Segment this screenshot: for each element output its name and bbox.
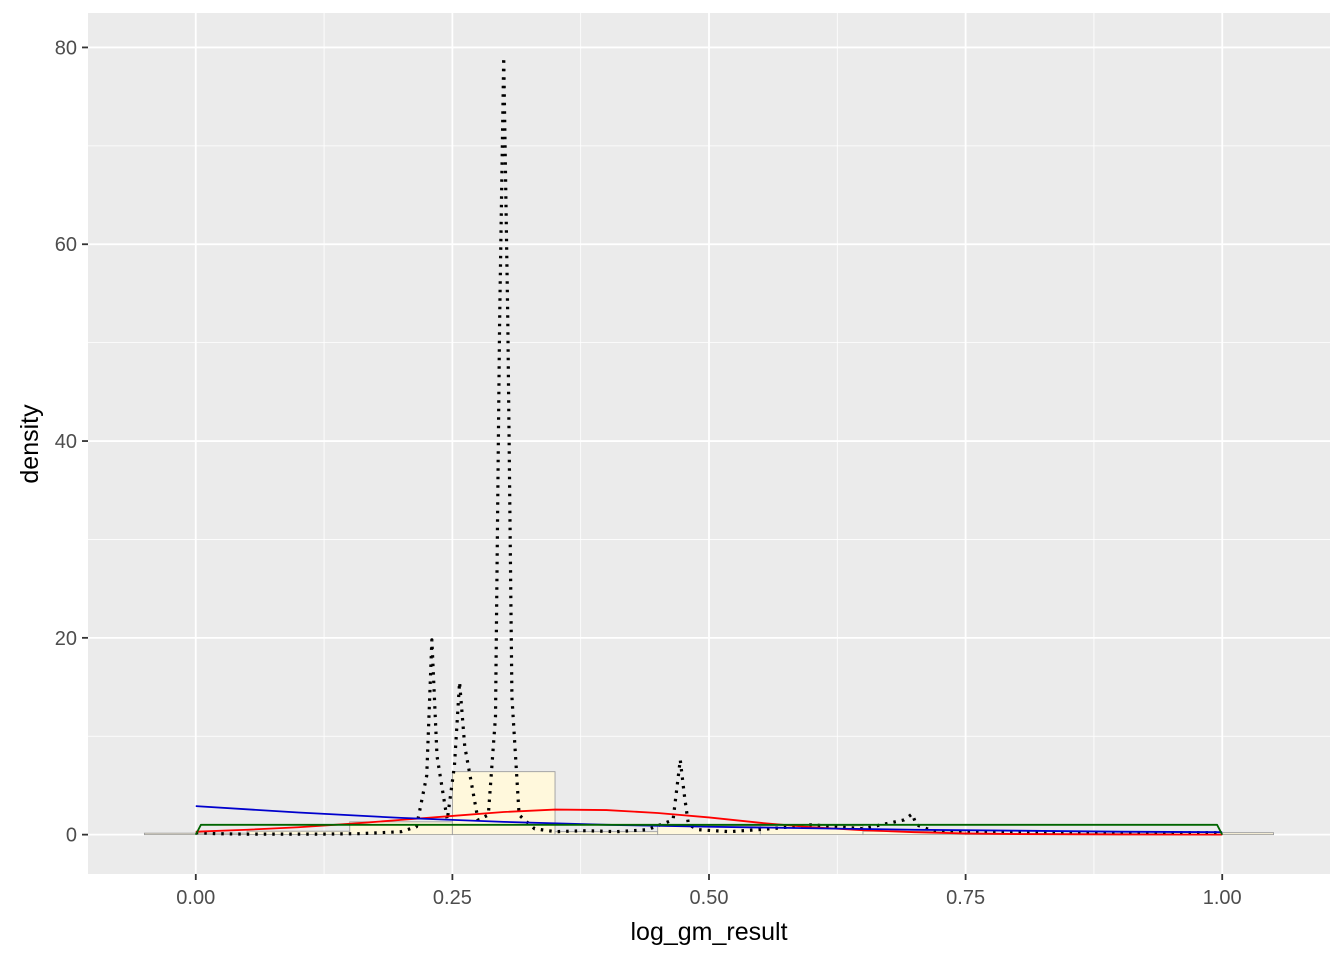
- fitted-density-line: [195, 805, 1223, 834]
- y-tick-label: 60: [55, 234, 77, 256]
- y-axis-title: density: [16, 404, 44, 484]
- x-tick-label: 0.25: [433, 887, 472, 909]
- x-axis-ticks: 0.00 0.25 0.50 0.75 1.00: [176, 874, 1242, 909]
- fitted-density-line: [195, 808, 1223, 836]
- y-tick-label: 80: [55, 37, 77, 59]
- series-lines: [194, 55, 1224, 836]
- x-tick-label: 1.00: [1203, 887, 1242, 909]
- x-tick-label: 0.75: [946, 887, 985, 909]
- x-tick-label: 0.00: [176, 887, 215, 909]
- x-tick-label: 0.50: [690, 887, 729, 909]
- y-tick-label: 0: [66, 825, 77, 847]
- y-tick-label: 20: [55, 628, 77, 650]
- histogram-bar: [554, 831, 659, 836]
- x-axis-title: log_gm_result: [630, 918, 787, 946]
- y-axis-ticks: 0 20 40 60 80: [55, 37, 88, 847]
- y-tick-label: 40: [55, 431, 77, 453]
- fitted-density-line: [194, 823, 1224, 836]
